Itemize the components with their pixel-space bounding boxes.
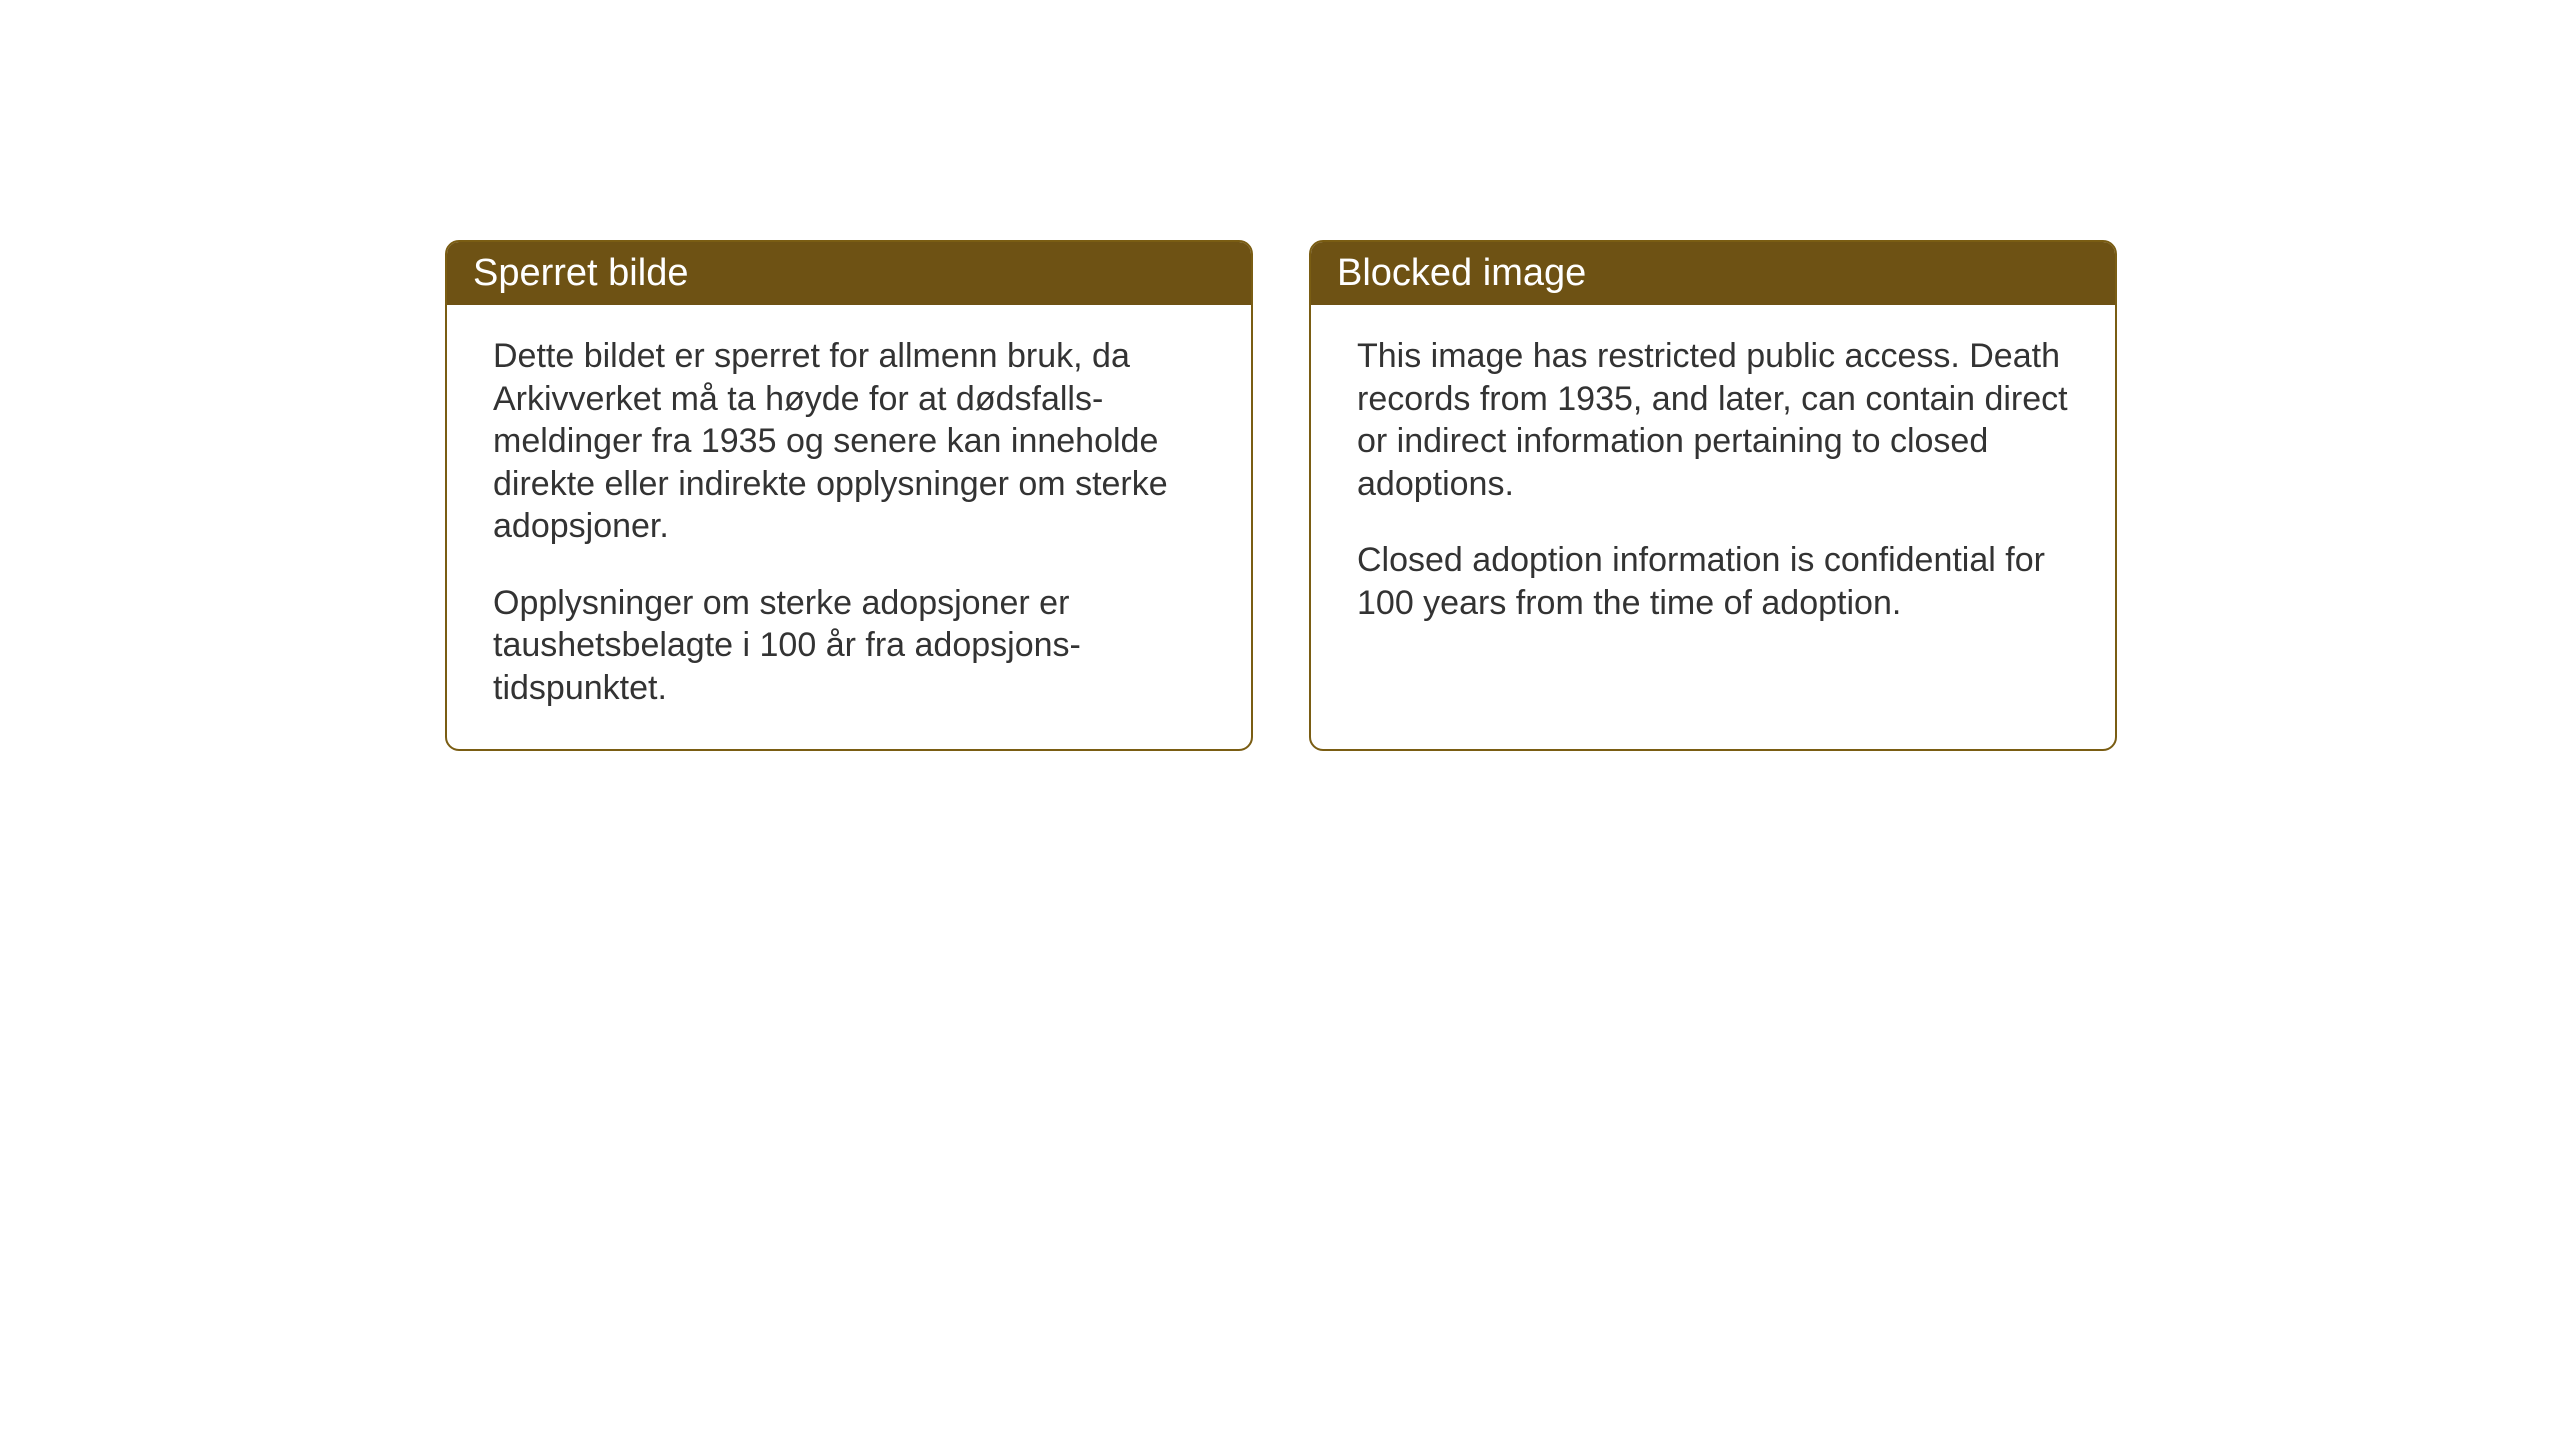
norwegian-card-body: Dette bildet er sperret for allmenn bruk… bbox=[447, 305, 1251, 749]
english-card-title: Blocked image bbox=[1311, 242, 2115, 305]
english-notice-card: Blocked image This image has restricted … bbox=[1309, 240, 2117, 751]
english-card-body: This image has restricted public access.… bbox=[1311, 305, 2115, 664]
english-paragraph-2: Closed adoption information is confident… bbox=[1357, 539, 2069, 624]
english-paragraph-1: This image has restricted public access.… bbox=[1357, 335, 2069, 505]
norwegian-paragraph-2: Opplysninger om sterke adopsjoner er tau… bbox=[493, 582, 1205, 710]
notice-container: Sperret bilde Dette bildet er sperret fo… bbox=[0, 0, 2560, 751]
norwegian-paragraph-1: Dette bildet er sperret for allmenn bruk… bbox=[493, 335, 1205, 548]
norwegian-card-title: Sperret bilde bbox=[447, 242, 1251, 305]
norwegian-notice-card: Sperret bilde Dette bildet er sperret fo… bbox=[445, 240, 1253, 751]
